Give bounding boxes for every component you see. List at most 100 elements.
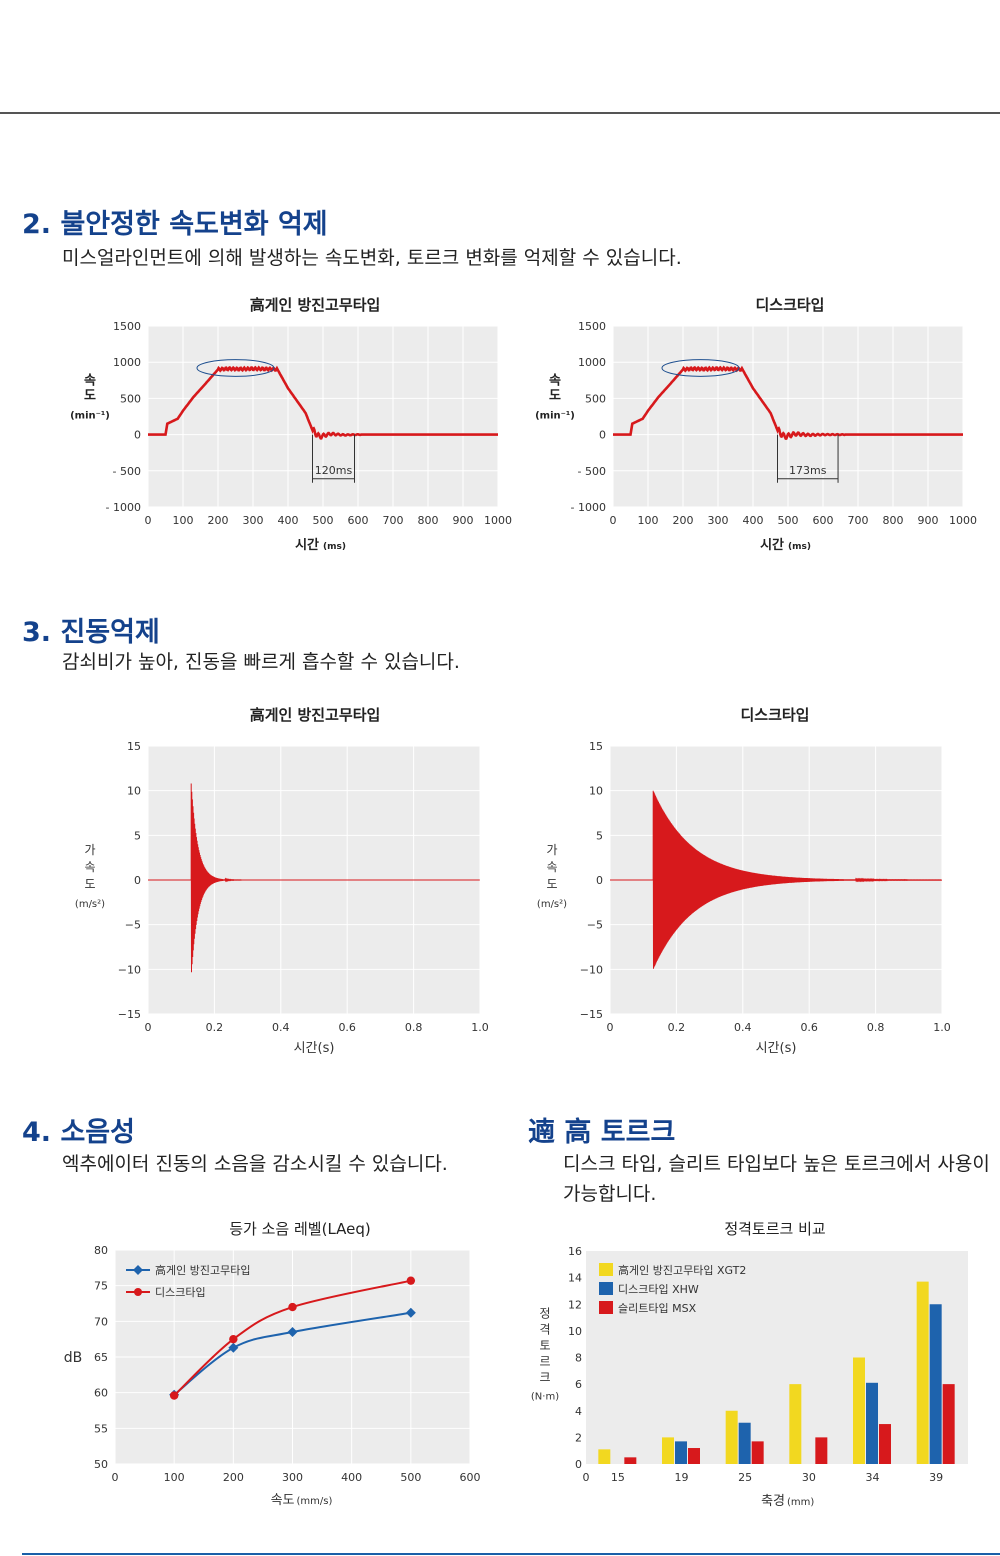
legend-marker	[133, 1265, 143, 1275]
torque-bar	[815, 1437, 828, 1464]
y-tick-label: 5	[596, 829, 603, 842]
speed-disc-title: 디스크타입	[755, 296, 825, 314]
y-tick-label: 55	[94, 1422, 108, 1435]
y-axis-label-char: 도	[546, 877, 557, 891]
x-tick-label: 800	[883, 514, 904, 527]
y-tick-label: - 500	[578, 465, 606, 478]
y-tick-label: 0	[134, 429, 141, 442]
y-axis-label-char: 르	[539, 1355, 550, 1369]
speed-line	[148, 365, 498, 440]
torque-bar	[929, 1304, 942, 1464]
y-axis-label-char: 격	[539, 1323, 550, 1337]
legend-swatch	[599, 1301, 613, 1314]
noise-point-circle	[406, 1276, 416, 1285]
y-tick-label: −5	[587, 919, 603, 932]
x-tick-label: 600	[813, 514, 834, 527]
x-axis-label: 시간(s)	[756, 1041, 797, 1056]
torque-bar	[688, 1448, 700, 1464]
x-tick-label: 34	[866, 1471, 880, 1484]
vib-rubber-title: 高게인 방진고무타입	[249, 706, 381, 724]
y-tick-label: 1500	[578, 320, 606, 333]
x-axis-label: 축경	[761, 1494, 785, 1509]
y-tick-label: 10	[127, 785, 141, 798]
noise-point-diamond	[287, 1327, 298, 1338]
y-tick-label: 10	[568, 1325, 582, 1338]
highlight-ellipse	[661, 359, 740, 377]
x-tick-label: 600	[460, 1471, 481, 1484]
x-tick-label: 0.6	[338, 1021, 356, 1034]
noise-point-circle	[229, 1334, 238, 1344]
noise-point-diamond	[228, 1342, 239, 1353]
x-tick-label: 0.8	[405, 1021, 423, 1034]
y-axis-unit: (min⁻¹)	[535, 411, 575, 422]
torque-bar	[866, 1382, 878, 1464]
plot-area	[586, 1251, 968, 1464]
torque-bar	[853, 1357, 865, 1464]
y-axis-label-char: 도	[549, 389, 561, 404]
y-tick-label: - 1000	[571, 501, 606, 514]
x-tick-label: 700	[383, 514, 404, 527]
y-axis-label-char: 가	[84, 843, 95, 857]
x-axis-label: 시간	[295, 537, 319, 553]
section-3-description: 감쇠비가 높아, 진동을 빠르게 흡수할 수 있습니다.	[62, 651, 460, 673]
legend-label: 高게인 방진고무타입 XGT2	[618, 1263, 746, 1277]
x-tick-label: 0.2	[206, 1021, 224, 1034]
annotation-label: 173ms	[789, 464, 827, 477]
noise-point-circle	[169, 1391, 179, 1400]
y-tick-label: 4	[575, 1405, 582, 1418]
x-tick-label: 25	[738, 1471, 752, 1484]
legend-label: 디스크타입 XHW	[618, 1283, 699, 1296]
legend-label: 슬리트타입 MSX	[618, 1302, 697, 1315]
y-axis-label-char: 도	[84, 877, 95, 891]
x-axis-unit: (ms)	[323, 542, 346, 552]
torque-bar	[738, 1422, 751, 1464]
x-axis-label: 시간	[760, 537, 784, 553]
noise-series-line	[173, 1279, 412, 1397]
x-tick-label: 0.6	[800, 1021, 818, 1034]
bottom-divider	[22, 1553, 1000, 1555]
y-tick-label: 14	[568, 1272, 582, 1285]
x-tick-label: 500	[400, 1471, 421, 1484]
section-2-description: 미스얼라인먼트에 의해 발생하는 속도변화, 토르크 변화를 억제할 수 있습니…	[62, 247, 682, 269]
x-axis-unit: (mm)	[787, 1497, 814, 1508]
x-tick-label: 100	[638, 514, 659, 527]
y-axis-label: dB	[64, 1350, 83, 1366]
highlight-ellipse	[196, 359, 275, 377]
x-tick-label: 0	[112, 1471, 119, 1484]
x-tick-label: 300	[282, 1471, 303, 1484]
y-axis-unit: (N·m)	[531, 1392, 559, 1403]
y-tick-label: −15	[580, 1008, 603, 1021]
torque-bar	[942, 1384, 955, 1464]
x-tick-label: 500	[313, 514, 334, 527]
torque-bar	[675, 1441, 687, 1464]
y-axis-label-char: 도	[84, 389, 96, 404]
x-tick-label: 900	[453, 514, 474, 527]
noise-point-circle	[288, 1302, 297, 1312]
y-axis-unit: (m/s²)	[537, 899, 567, 910]
section-4-description: 엑추에이터 진동의 소음을 감소시킬 수 있습니다.	[62, 1153, 448, 1175]
x-tick-label: 1.0	[471, 1021, 489, 1034]
y-tick-label: 65	[94, 1351, 108, 1364]
x-tick-label: 200	[208, 514, 229, 527]
y-axis-label-char: 크	[539, 1371, 550, 1385]
x-axis-label: 속도	[271, 1493, 295, 1508]
x-tick-label: 1000	[949, 514, 977, 527]
y-tick-label: 12	[568, 1298, 582, 1311]
y-tick-label: 500	[120, 392, 141, 405]
y-axis-unit: (min⁻¹)	[70, 411, 110, 422]
x-axis-label: 시간(s)	[294, 1041, 335, 1056]
acceleration-line	[610, 790, 943, 969]
noise-series-line	[173, 1311, 411, 1396]
x-tick-label: 400	[743, 514, 764, 527]
legend-swatch	[599, 1263, 613, 1276]
x-tick-label: 300	[243, 514, 264, 527]
x-tick-label: 0.2	[668, 1021, 686, 1034]
y-tick-label: 500	[585, 392, 606, 405]
x-tick-label: 0	[583, 1471, 590, 1484]
x-tick-label: 300	[708, 514, 729, 527]
y-axis-label-char: 정	[539, 1307, 550, 1321]
y-tick-label: 10	[589, 785, 603, 798]
